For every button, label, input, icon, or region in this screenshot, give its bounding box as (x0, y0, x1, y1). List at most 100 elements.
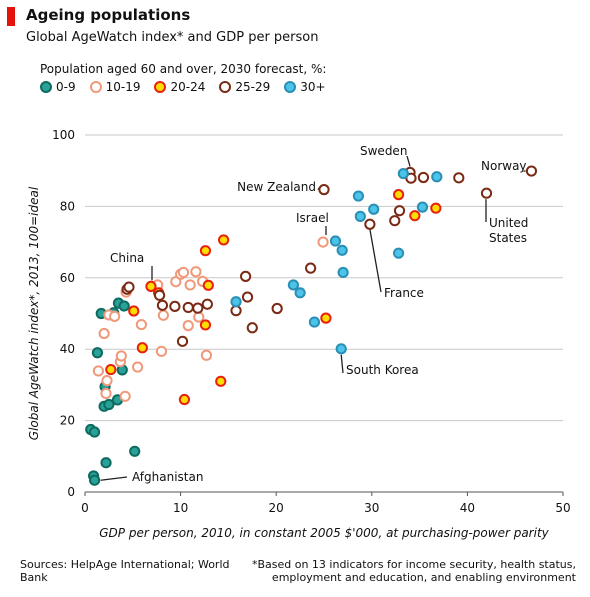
data-point-30+ (336, 244, 348, 256)
data-point-10-19 (98, 327, 110, 340)
annotation-label: Israel (296, 211, 329, 225)
data-point-0-9 (118, 300, 130, 312)
data-point-25-29 (241, 291, 254, 303)
data-point-20-24 (218, 234, 230, 246)
legend-item-0-9: 0-9 (40, 80, 76, 94)
x-tick-label: 30 (364, 501, 379, 515)
legend-label: 25-29 (235, 80, 271, 94)
data-point-30+ (368, 203, 380, 215)
sources-note: Sources: HelpAge International; World Ba… (20, 558, 230, 584)
data-point-10-19 (100, 387, 112, 400)
data-point-0-9 (88, 474, 101, 486)
data-point-30+ (392, 247, 405, 259)
y-tick-label: 20 (60, 414, 75, 428)
data-point-10-19 (190, 266, 202, 278)
data-point-25-29 (389, 215, 401, 227)
annotation-label: France (384, 286, 424, 300)
data-point-0-9 (103, 398, 115, 411)
data-point-10-19 (131, 361, 144, 373)
data-point-30+ (397, 167, 409, 180)
y-tick-label: 100 (52, 128, 75, 142)
data-point-10-19 (109, 310, 121, 322)
data-point-25-29 (153, 289, 166, 301)
data-point-20-24 (392, 189, 405, 201)
legend-swatch (40, 81, 52, 93)
data-point-25-29 (156, 299, 169, 311)
data-point-25-29 (417, 171, 430, 184)
data-point-30+ (337, 266, 349, 279)
data-point-10-19 (193, 311, 205, 323)
data-point-10-19 (92, 365, 104, 377)
x-tick-label: 50 (555, 501, 570, 515)
data-point-10-19 (101, 375, 113, 387)
legend: 0-9 10-19 20-24 25-29 30+ (40, 80, 326, 94)
x-tick-label: 10 (173, 501, 188, 515)
annotation-leader (100, 476, 128, 481)
data-point-20-24 (145, 280, 157, 292)
legend-item-30-plus: 30+ (284, 80, 326, 94)
chart-title: Ageing populations (26, 6, 191, 24)
data-point-25-29 (182, 301, 194, 314)
data-point-25-29 (246, 322, 258, 334)
data-point-20-24 (202, 279, 214, 291)
y-tick-label: 80 (60, 199, 75, 213)
annotation-leader (406, 155, 411, 167)
data-point-25-29 (169, 300, 181, 312)
data-point-25-29 (318, 184, 330, 196)
data-point-10-19 (182, 320, 194, 332)
brand-red-bar (7, 7, 15, 26)
data-point-25-29 (192, 302, 204, 314)
y-tick-label: 60 (60, 271, 75, 285)
data-point-20-24 (199, 319, 212, 331)
data-point-30+ (308, 316, 321, 328)
data-point-30+ (416, 201, 429, 213)
annotation-label: New Zealand (237, 180, 316, 194)
data-point-25-29 (123, 281, 135, 293)
data-point-0-9 (88, 426, 101, 438)
data-point-10-19 (184, 279, 196, 291)
data-point-25-29 (393, 205, 406, 217)
chart-subtitle: Global AgeWatch index* and GDP per perso… (26, 30, 319, 45)
data-point-20-24 (128, 305, 140, 317)
annotation-label: Afghanistan (132, 470, 203, 484)
x-tick-label: 20 (269, 501, 284, 515)
legend-title: Population aged 60 and over, 2030 foreca… (40, 62, 327, 76)
legend-item-10-19: 10-19 (89, 80, 140, 94)
data-point-25-29 (453, 172, 465, 184)
data-point-30+ (431, 171, 443, 183)
data-point-0-9 (100, 457, 112, 469)
data-point-30+ (329, 235, 342, 247)
x-tick-label: 40 (460, 501, 475, 515)
data-point-20-24 (430, 202, 442, 214)
data-point-20-24 (215, 375, 227, 387)
legend-label: 30+ (300, 80, 326, 94)
annotation-leader (369, 229, 382, 293)
data-point-20-24 (409, 210, 421, 222)
data-point-25-29 (240, 270, 252, 282)
data-point-30+ (287, 279, 300, 291)
annotation-label: States (489, 231, 527, 245)
annotation-label: United (489, 216, 528, 230)
data-point-10-19 (155, 345, 168, 357)
y-tick-label: 40 (60, 342, 75, 356)
annotation-label: Norway (481, 159, 527, 173)
data-point-10-19 (115, 350, 127, 362)
legend-label: 20-24 (170, 80, 206, 94)
legend-swatch (284, 81, 297, 93)
data-point-25-29 (176, 335, 189, 347)
data-point-10-19 (135, 318, 148, 331)
annotation-label: China (110, 251, 144, 265)
data-point-10-19 (119, 390, 131, 402)
data-point-30+ (354, 210, 366, 222)
data-point-30+ (352, 190, 365, 202)
data-point-25-29 (364, 218, 376, 230)
legend-item-25-29: 25-29 (219, 80, 270, 94)
data-point-30+ (294, 287, 306, 299)
legend-label: 0-9 (56, 80, 76, 94)
legend-swatch (219, 81, 232, 93)
data-point-10-19 (177, 266, 190, 279)
data-point-25-29 (201, 298, 213, 310)
data-point-30+ (335, 343, 347, 355)
y-tick-label: 0 (67, 485, 75, 499)
data-point-25-29 (230, 305, 242, 317)
